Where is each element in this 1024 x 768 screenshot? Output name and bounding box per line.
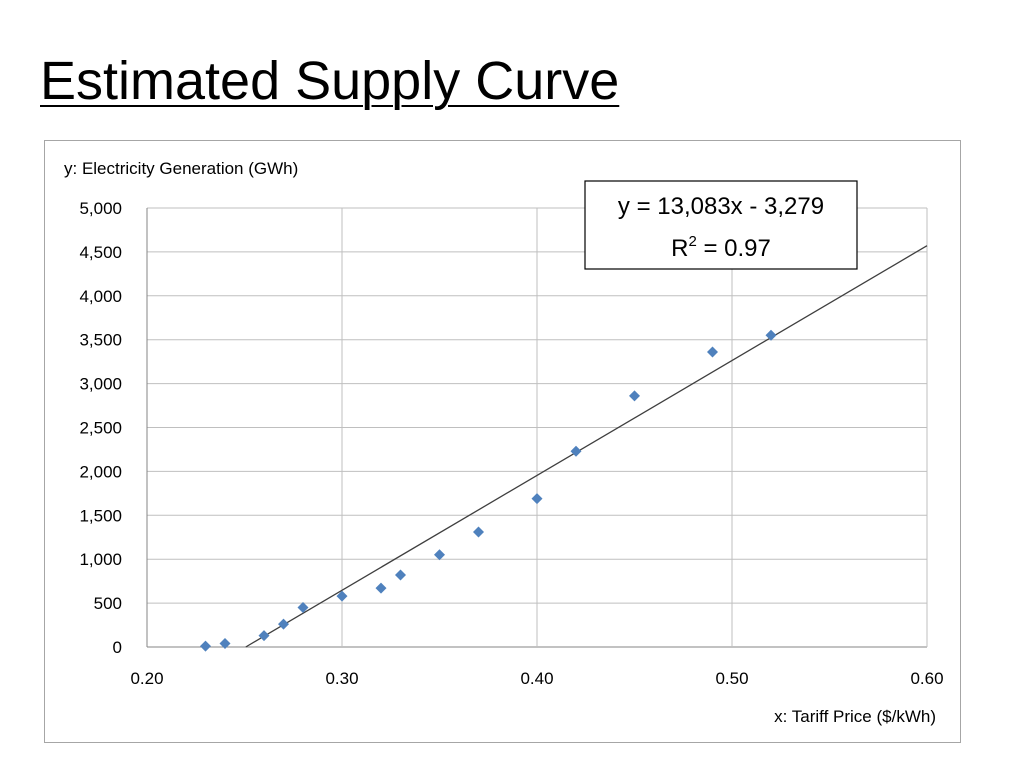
data-point xyxy=(707,346,718,358)
data-points xyxy=(200,329,777,652)
trendline xyxy=(245,245,928,648)
slide-title: Estimated Supply Curve xyxy=(40,51,620,111)
y-tick-labels: 0 500 1,000 1,500 2,000 2,500 3,000 3,500 4,000 4… xyxy=(79,199,122,657)
x-tick-label: 0.20 xyxy=(130,669,163,688)
x-tick-label: 0.50 xyxy=(715,669,748,688)
y-tick-label: 1,500 xyxy=(79,506,122,525)
y-tick-label: 3,000 xyxy=(79,375,122,394)
data-point xyxy=(278,618,289,630)
x-tick-label: 0.40 xyxy=(520,669,553,688)
data-point xyxy=(629,390,640,402)
data-point xyxy=(336,590,348,602)
trendline-equation: y = 13,083x - 3,279 xyxy=(618,193,824,220)
data-point xyxy=(258,630,270,642)
y-tick-label: 5,000 xyxy=(79,199,122,218)
data-point xyxy=(434,549,445,561)
y-axis-title: y: Electricity Generation (GWh) xyxy=(64,159,298,178)
y-tick-label: 2,500 xyxy=(79,419,122,438)
y-tick-label: 0 xyxy=(113,638,122,657)
trendline-group xyxy=(245,245,928,648)
r-squared-superscript: 2 xyxy=(688,233,696,250)
r-squared-label: R2 = 0.97 xyxy=(671,233,771,262)
data-point xyxy=(375,582,387,594)
x-axis-title: x: Tariff Price ($/kWh) xyxy=(774,707,936,726)
equation-box-border xyxy=(584,180,858,270)
data-point xyxy=(200,640,211,652)
data-point xyxy=(219,637,231,649)
data-point xyxy=(570,445,582,457)
y-tick-label: 1,000 xyxy=(79,550,122,569)
grid-lines xyxy=(146,207,928,648)
r-squared-prefix: R xyxy=(671,235,688,262)
trendline-equation-box: y = 13,083x - 3,279 R2 = 0.97 xyxy=(584,180,858,270)
r-squared-value: = 0.97 xyxy=(697,235,771,262)
data-point xyxy=(473,526,484,538)
y-tick-label: 3,500 xyxy=(79,331,122,350)
x-tick-labels: 0.20 0.30 0.40 0.50 0.60 xyxy=(130,669,943,688)
y-tick-label: 4,500 xyxy=(79,243,122,262)
data-point xyxy=(395,569,406,581)
x-tick-label: 0.30 xyxy=(325,669,358,688)
y-tick-label: 4,000 xyxy=(79,287,122,306)
data-point xyxy=(531,493,543,505)
y-tick-label: 2,000 xyxy=(79,462,122,481)
data-point xyxy=(765,329,777,341)
x-tick-label: 0.60 xyxy=(910,669,943,688)
y-tick-label: 500 xyxy=(94,594,122,613)
data-point xyxy=(297,601,309,613)
